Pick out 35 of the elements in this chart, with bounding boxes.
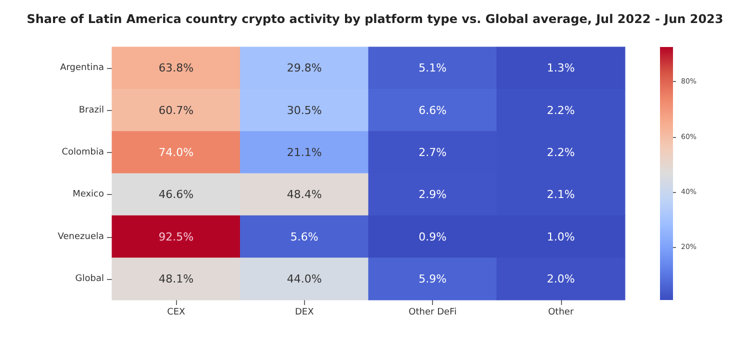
- data-label: 2.2%: [546, 104, 575, 117]
- y-tick-label: Brazil: [78, 105, 104, 116]
- y-tick-label: Argentina: [60, 63, 104, 74]
- data-label: 48.1%: [158, 272, 194, 286]
- y-tick-label: Mexico: [72, 190, 104, 200]
- data-label: 5.1%: [418, 62, 447, 75]
- x-tick-label: CEX: [167, 308, 186, 318]
- data-label: 21.1%: [286, 146, 322, 159]
- data-label: 46.6%: [158, 188, 194, 202]
- data-label: 5.9%: [418, 272, 447, 286]
- data-label: 1.0%: [546, 230, 575, 244]
- y-tick-label: Colombia: [62, 147, 104, 158]
- data-label: 0.9%: [418, 230, 447, 244]
- data-label: 44.0%: [286, 272, 322, 286]
- data-label: 2.1%: [546, 188, 575, 202]
- data-label: 74.0%: [158, 146, 194, 159]
- data-label: 48.4%: [286, 188, 322, 202]
- data-label: 2.9%: [418, 188, 447, 202]
- data-label: 5.6%: [290, 230, 318, 244]
- data-label: 92.5%: [158, 230, 194, 244]
- x-tick-label: DEX: [294, 308, 314, 318]
- data-label: 2.2%: [546, 146, 575, 159]
- data-label: 63.8%: [158, 62, 194, 75]
- data-label: 60.7%: [158, 104, 194, 117]
- data-label: 30.5%: [286, 104, 322, 117]
- chart-title: Share of Latin America country crypto activity by platform type vs. Global average, Jul 2022 - Jun 2023: [26, 12, 724, 26]
- x-tick-label: Other: [548, 308, 574, 318]
- data-label: 2.0%: [546, 272, 575, 286]
- data-label: 1.3%: [546, 62, 575, 75]
- data-label: 2.7%: [418, 146, 447, 159]
- data-label: 29.8%: [286, 62, 322, 75]
- y-tick-label: Global: [75, 274, 104, 284]
- y-tick-label: Venezuela: [58, 232, 104, 242]
- data-label: 6.6%: [418, 104, 447, 117]
- x-tick-label: Other DeFi: [408, 308, 457, 318]
